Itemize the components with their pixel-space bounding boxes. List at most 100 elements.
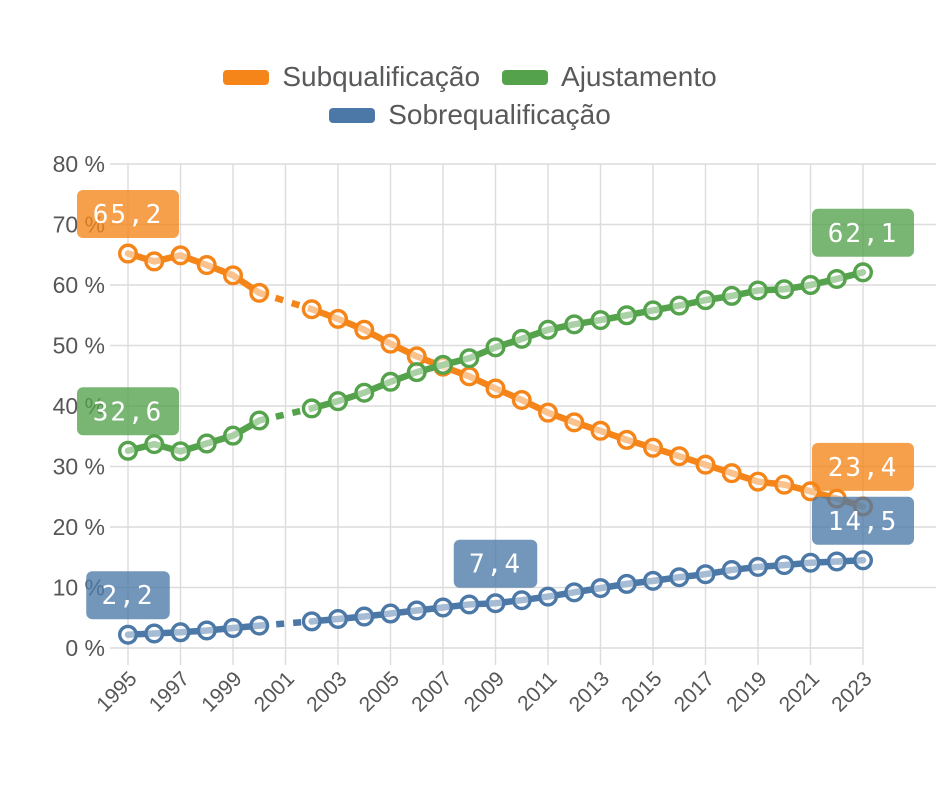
x-axis-tick-label: 2023 (827, 667, 876, 716)
data-point-marker-Ajustamento (643, 300, 664, 321)
legend-row-top: Subqualificação Ajustamento (223, 61, 717, 93)
data-point-marker-Sobrequalificação (748, 556, 769, 577)
data-point-marker-Ajustamento (301, 398, 322, 419)
data-point-marker-Subqualificação (380, 333, 401, 354)
data-point-marker-Sobrequalificação (328, 608, 349, 629)
annotation-box-Sobrequalificação-2023 (812, 496, 914, 545)
annotation-value-Ajustamento-1995: 32,6 (93, 397, 164, 427)
x-axis-tick-label: 2017 (670, 667, 719, 716)
x-axis-tick-label: 1999 (197, 667, 246, 716)
series-line-Sobrequalificação (308, 557, 867, 625)
data-point-marker-Ajustamento (196, 433, 217, 454)
data-point-marker-Subqualificação (748, 471, 769, 492)
data-point-marker-Ajustamento (590, 310, 611, 331)
data-point-marker-Subqualificação (538, 402, 559, 423)
data-point-marker-Ajustamento (249, 410, 270, 431)
series-line-Subqualificação (308, 305, 867, 510)
data-point-marker-Subqualificação (144, 251, 165, 272)
data-point-marker-Sobrequalificação (380, 603, 401, 624)
data-point-marker-Subqualificação (459, 366, 480, 387)
data-point-marker-Sobrequalificação (800, 552, 821, 573)
legend-label-subqualificacao: Subqualificação (282, 61, 481, 92)
data-point-marker-Ajustamento (616, 305, 637, 326)
data-point-marker-Subqualificação (222, 265, 243, 286)
data-point-marker-Sobrequalificação (196, 620, 217, 641)
annotation-value-Ajustamento-2023: 62,1 (828, 219, 899, 249)
data-point-marker-Ajustamento (222, 425, 243, 446)
data-point-marker-Sobrequalificação (853, 550, 874, 571)
data-point-marker-Ajustamento (433, 354, 454, 375)
x-axis-tick-label: 2001 (250, 667, 299, 716)
legend-item-ajustamento[interactable]: Ajustamento (502, 61, 717, 93)
series-line-Ajustamento (308, 269, 867, 412)
data-point-marker-Subqualificação (695, 454, 716, 475)
data-point-marker-Sobrequalificação (301, 611, 322, 632)
data-point-marker-Ajustamento (117, 440, 138, 461)
x-axis-tick-label: 2005 (355, 667, 404, 716)
data-point-marker-Subqualificação (564, 412, 585, 433)
x-axis-tick-label: 1997 (145, 667, 194, 716)
data-point-marker-Ajustamento (328, 391, 349, 412)
data-point-marker-Sobrequalificação (669, 567, 690, 588)
data-point-marker-Sobrequalificação (826, 551, 847, 572)
annotation-value-Subqualificação-2023: 23,4 (828, 453, 899, 483)
data-point-marker-Ajustamento (538, 319, 559, 340)
data-point-marker-Sobrequalificação (433, 597, 454, 618)
chart-legend: Subqualificação Ajustamento Sobrequalifi… (0, 61, 940, 131)
data-point-marker-Ajustamento (669, 295, 690, 316)
data-point-marker-Ajustamento (380, 371, 401, 392)
x-axis-tick-label: 2021 (775, 667, 824, 716)
y-axis-tick-label: 60 % (53, 272, 105, 298)
data-point-marker-Sobrequalificação (616, 573, 637, 594)
y-axis-tick-label: 50 % (53, 333, 105, 359)
data-point-marker-Subqualificação (485, 378, 506, 399)
data-point-marker-Ajustamento (485, 337, 506, 358)
legend-swatch-blue-icon (329, 107, 376, 123)
legend-swatch-green-icon (502, 69, 549, 85)
data-point-marker-Sobrequalificação (721, 559, 742, 580)
y-axis-tick-label: 0 % (65, 635, 105, 661)
data-point-marker-Subqualificação (170, 245, 191, 266)
data-point-marker-Sobrequalificação (249, 615, 270, 636)
data-point-marker-Subqualificação (354, 319, 375, 340)
data-point-marker-Sobrequalificação (564, 582, 585, 603)
data-point-marker-Ajustamento (774, 279, 795, 300)
annotation-box-Subqualificação-2023 (812, 442, 914, 491)
x-axis-tick-label: 2007 (407, 667, 456, 716)
data-point-marker-Ajustamento (695, 290, 716, 311)
data-point-marker-Subqualificação (301, 299, 322, 320)
legend-row-bottom: Sobrequalificação (329, 99, 611, 131)
data-point-marker-Sobrequalificação (117, 624, 138, 645)
data-point-marker-Sobrequalificação (511, 590, 532, 611)
data-point-marker-Sobrequalificação (406, 600, 427, 621)
data-point-marker-Ajustamento (459, 348, 480, 369)
data-point-marker-Subqualificação (511, 389, 532, 410)
data-point-marker-Sobrequalificação (590, 578, 611, 599)
data-point-marker-Subqualificação (643, 437, 664, 458)
annotation-value-Sobrequalificação-1995: 2,2 (102, 581, 155, 611)
data-point-marker-Ajustamento (144, 434, 165, 455)
y-axis-tick-label: 30 % (53, 454, 105, 480)
data-point-marker-Sobrequalificação (222, 618, 243, 639)
data-point-marker-Subqualificação (669, 446, 690, 467)
data-point-marker-Ajustamento (853, 262, 874, 283)
y-axis-tick-label: 80 % (53, 151, 105, 177)
data-point-marker-Ajustamento (354, 382, 375, 403)
annotation-box-Sobrequalificação-2009 (453, 539, 538, 588)
legend-item-sobrequalificacao[interactable]: Sobrequalificação (329, 99, 611, 131)
data-point-marker-Ajustamento (826, 268, 847, 289)
x-axis-tick-label: 2003 (302, 667, 351, 716)
data-point-marker-Subqualificação (590, 420, 611, 441)
annotation-value-Subqualificação-1995: 65,2 (93, 200, 164, 230)
data-point-marker-Sobrequalificação (538, 586, 559, 607)
data-point-marker-Sobrequalificação (144, 623, 165, 644)
annotation-value-Sobrequalificação-2009: 7,4 (469, 550, 522, 580)
data-point-marker-Subqualificação (196, 255, 217, 276)
annotation-box-Ajustamento-2023 (812, 208, 914, 257)
data-point-marker-Subqualificação (616, 429, 637, 450)
data-point-marker-Ajustamento (721, 285, 742, 306)
data-point-marker-Sobrequalificação (695, 564, 716, 585)
data-point-marker-Ajustamento (511, 328, 532, 349)
legend-item-subqualificacao[interactable]: Subqualificação (223, 61, 481, 93)
legend-label-ajustamento: Ajustamento (561, 61, 717, 92)
